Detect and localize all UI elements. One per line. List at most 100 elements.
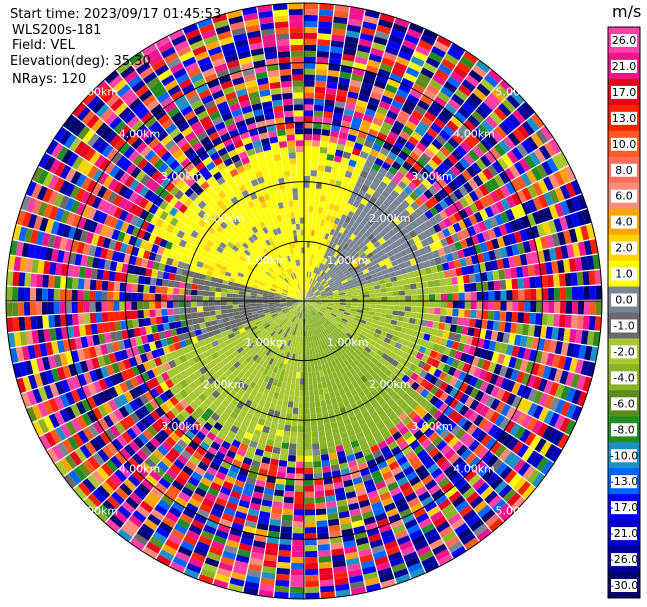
radar-gate xyxy=(309,295,315,299)
radar-gate xyxy=(366,458,377,468)
radar-gate xyxy=(522,465,536,481)
radar-gate xyxy=(137,310,144,319)
radar-gate xyxy=(53,302,60,315)
radar-gate xyxy=(333,293,340,297)
radar-gate xyxy=(374,111,386,121)
radar-gate xyxy=(290,383,296,390)
radar-gate xyxy=(307,235,311,242)
radar-gate xyxy=(452,177,463,189)
radar-gate xyxy=(379,283,387,289)
radar-gate xyxy=(333,155,342,163)
radar-gate xyxy=(291,551,304,558)
radar-gate xyxy=(521,201,532,215)
radar-gate xyxy=(416,419,427,429)
radar-gate xyxy=(330,263,336,270)
radar-gate xyxy=(475,59,491,74)
radar-gate xyxy=(463,119,477,132)
radar-gate xyxy=(431,154,443,166)
radar-gate xyxy=(545,234,555,248)
radar-gate xyxy=(365,64,379,74)
radar-gate xyxy=(313,122,322,130)
radar-gate xyxy=(502,98,516,113)
radar-gate xyxy=(334,357,340,365)
radar-gate xyxy=(346,164,355,173)
radar-gate xyxy=(429,375,439,385)
radar-gate xyxy=(401,322,409,329)
radar-gate xyxy=(377,567,393,578)
radar-gate xyxy=(347,210,355,219)
radar-gate xyxy=(502,434,514,448)
radar-gate xyxy=(548,287,555,300)
radar-gate xyxy=(18,316,26,331)
radar-gate xyxy=(406,470,418,482)
radar-gate xyxy=(318,549,331,557)
radar-gate xyxy=(538,392,549,407)
radar-gate xyxy=(388,180,398,190)
radar-gate xyxy=(369,326,377,333)
radar-gate xyxy=(342,269,349,275)
radar-gate xyxy=(196,290,204,296)
radar-gate xyxy=(318,158,326,166)
radar-gate xyxy=(395,194,405,204)
radar-gate xyxy=(348,268,356,274)
radar-gate xyxy=(379,491,392,501)
radar-gate xyxy=(400,402,410,412)
radar-gate xyxy=(316,249,321,256)
radar-gate xyxy=(333,106,345,115)
radar-gate xyxy=(287,461,296,468)
radar-gate xyxy=(436,177,448,188)
radar-gate xyxy=(409,529,424,541)
radar-gate xyxy=(535,313,543,325)
radar-gate xyxy=(376,256,384,263)
radar-gate xyxy=(297,360,301,367)
radar-gate xyxy=(319,277,324,284)
radar-gate xyxy=(394,342,403,350)
radar-gate xyxy=(455,128,468,141)
radar-gate xyxy=(313,273,318,280)
radar-gate xyxy=(499,311,507,322)
radar-gate xyxy=(419,325,427,333)
radar-gate xyxy=(369,539,384,549)
radar-gate xyxy=(563,356,573,371)
radar-gate xyxy=(304,80,315,87)
radar-gate xyxy=(304,297,309,301)
radar-gate xyxy=(479,328,487,339)
radar-gate xyxy=(367,330,375,336)
radar-gate xyxy=(232,301,239,305)
radar-gate xyxy=(29,287,37,301)
radar-gate xyxy=(404,406,414,416)
radar-gate xyxy=(314,395,320,402)
radar-gate xyxy=(543,410,555,425)
radar-gate xyxy=(457,317,465,326)
radar-gate xyxy=(574,329,583,344)
radar-gate xyxy=(491,351,500,363)
radar-gate xyxy=(314,306,320,310)
radar-gate xyxy=(325,342,331,349)
radar-gate xyxy=(355,312,363,317)
radar-gate xyxy=(381,176,392,185)
radar-gate xyxy=(519,359,529,372)
radar-gate xyxy=(461,169,473,182)
radar-gate xyxy=(568,258,577,272)
radar-gate xyxy=(311,329,316,336)
radar-gate xyxy=(448,452,460,465)
radar-gate xyxy=(317,243,323,250)
radar-gate xyxy=(387,481,399,492)
radar-gate xyxy=(161,308,168,316)
radar-gate xyxy=(367,439,378,448)
radar-gate xyxy=(315,80,327,88)
radar-gate xyxy=(458,404,469,416)
radar-gate xyxy=(313,248,318,255)
radar-gate xyxy=(328,262,334,269)
radar-gate xyxy=(308,265,312,272)
radar-gate xyxy=(311,248,315,255)
radar-gate xyxy=(509,423,521,437)
radar-gate xyxy=(285,382,291,390)
radar-gate xyxy=(321,129,331,137)
radar-gate xyxy=(553,368,564,383)
radar-gate xyxy=(304,301,310,304)
radar-gate xyxy=(312,288,318,293)
radar-gate xyxy=(422,287,429,295)
radar-gate xyxy=(319,579,334,587)
radar-gate xyxy=(339,162,348,171)
